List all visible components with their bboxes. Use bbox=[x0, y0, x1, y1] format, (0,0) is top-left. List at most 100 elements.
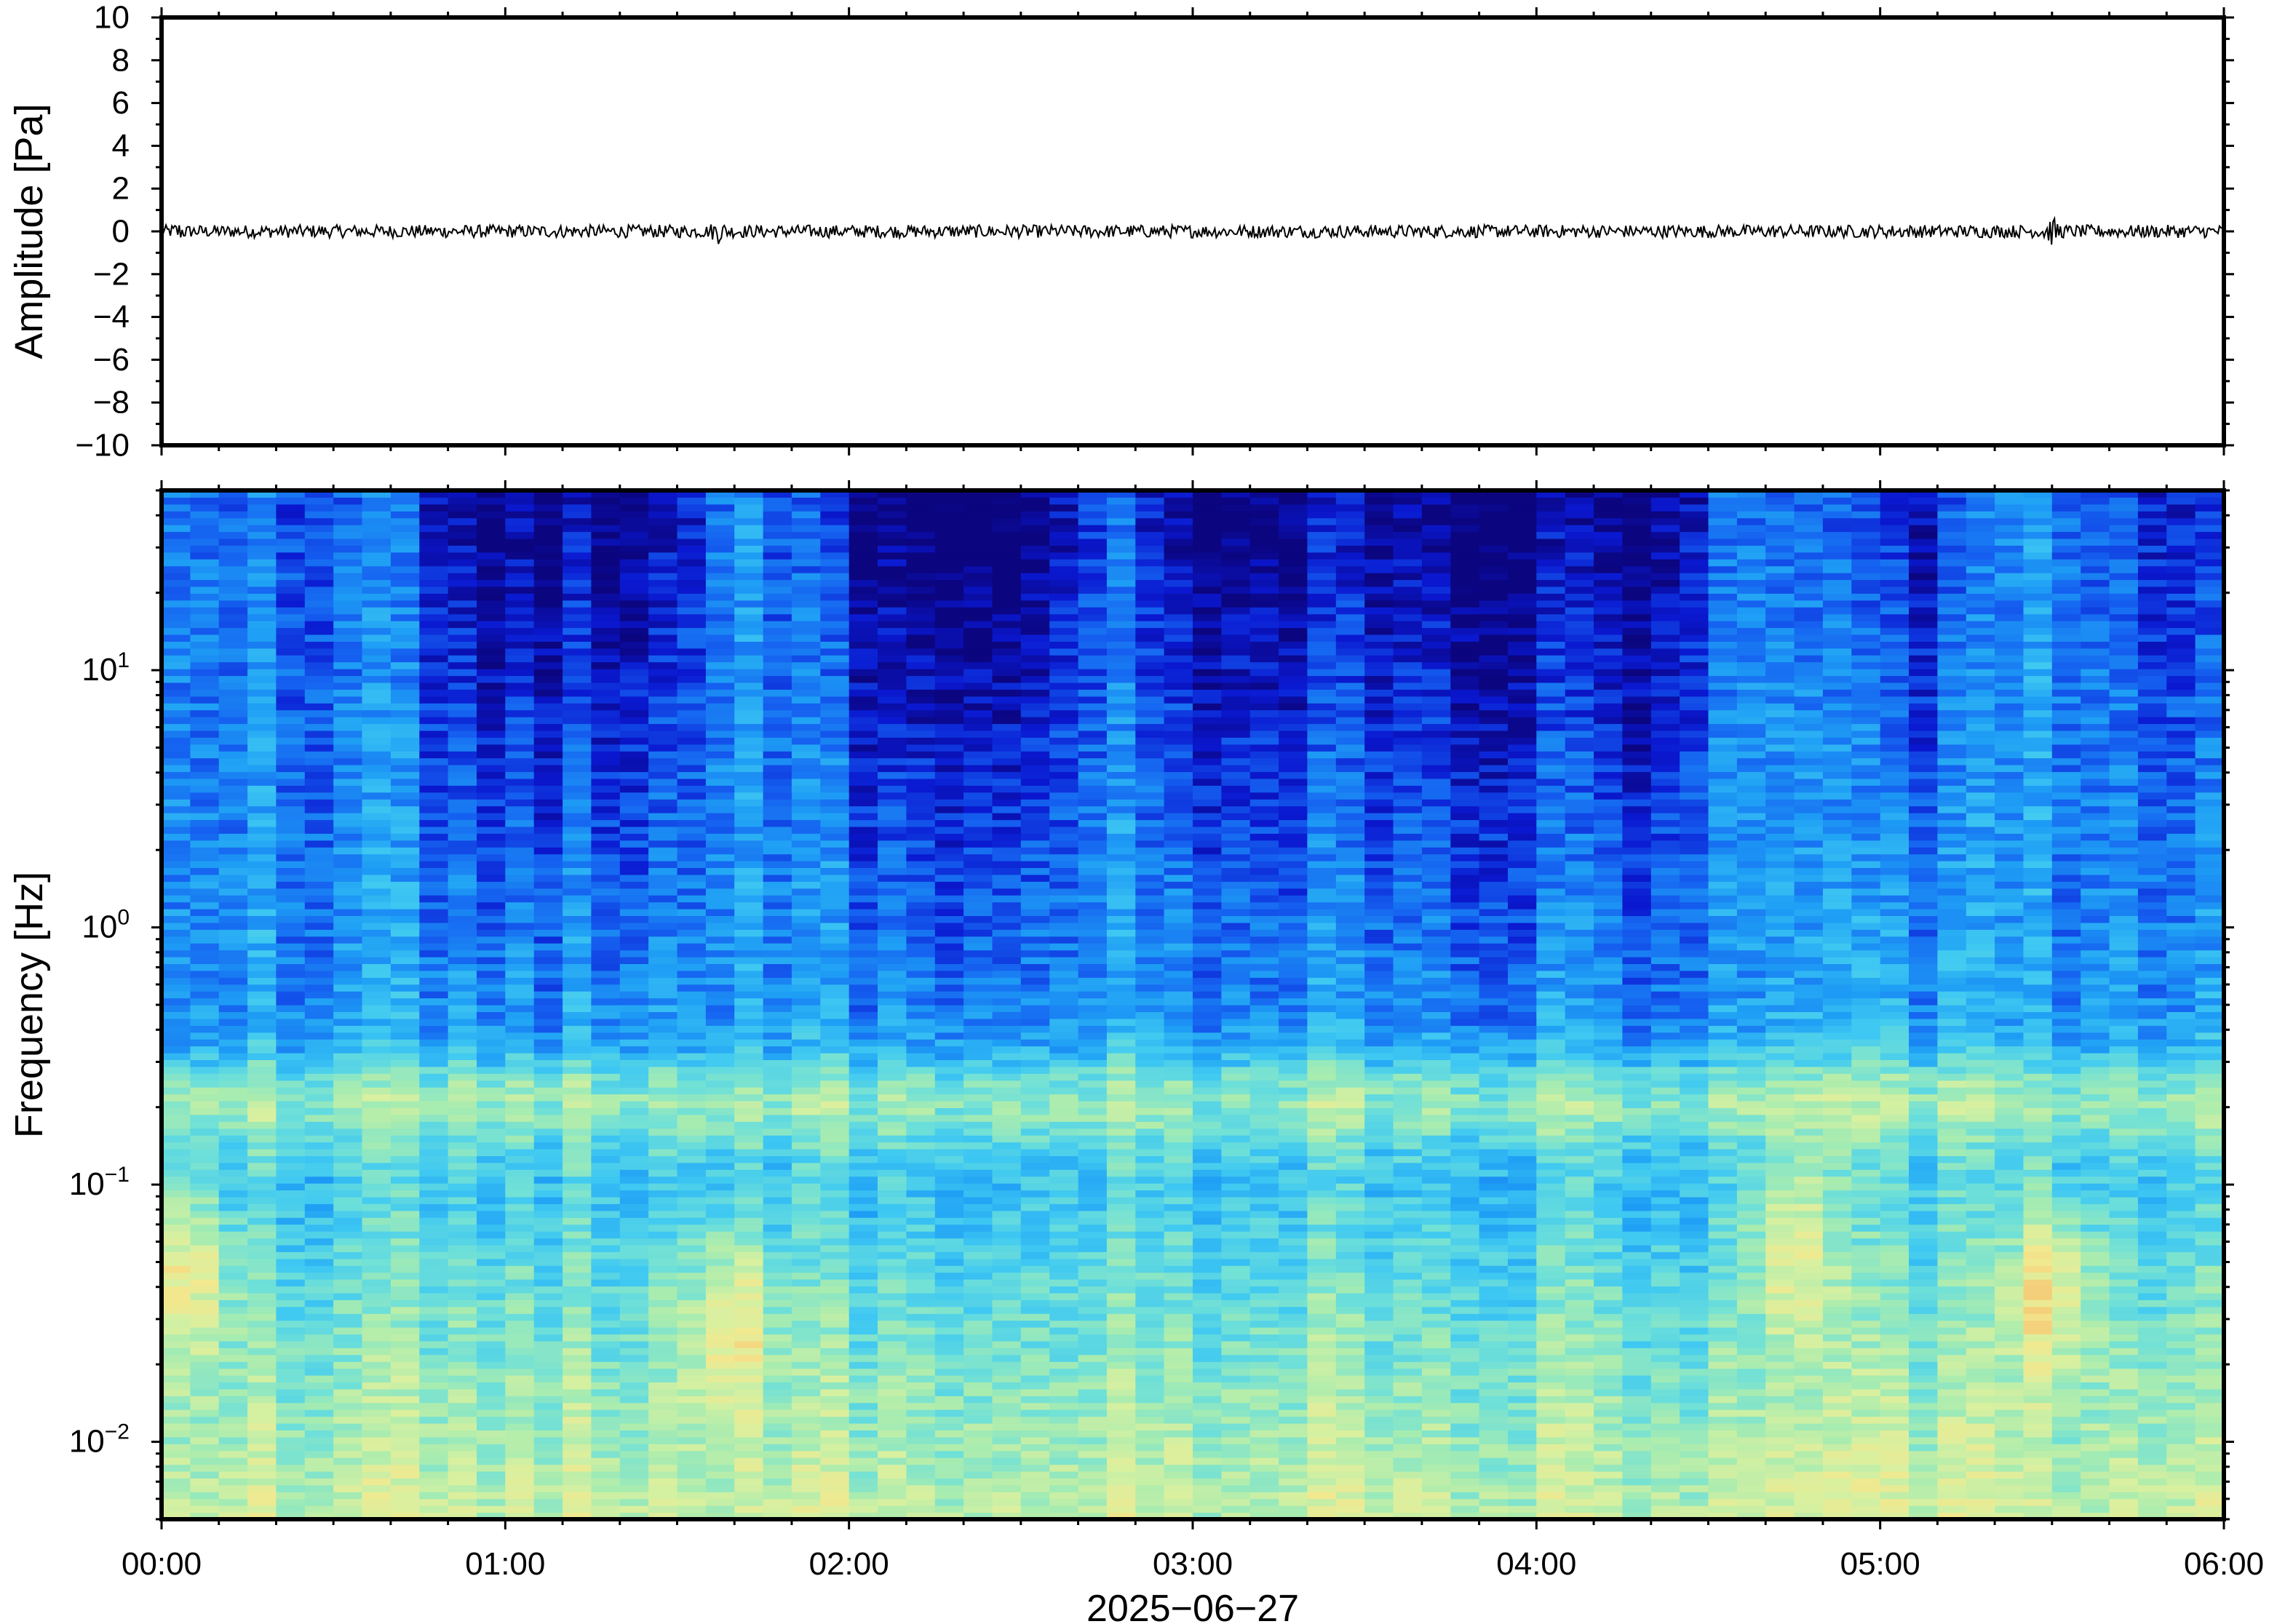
spectrogram-cell bbox=[619, 525, 649, 533]
spectrogram-cell bbox=[390, 593, 420, 601]
spectrogram-cell bbox=[906, 703, 936, 711]
spectrogram-cell bbox=[705, 888, 735, 896]
spectrogram-cell bbox=[820, 895, 850, 903]
spectrogram-cell bbox=[477, 1292, 506, 1300]
spectrogram-cell bbox=[963, 634, 993, 642]
spectrogram-cell bbox=[1049, 1396, 1079, 1404]
spectrogram-cell bbox=[218, 1320, 248, 1328]
spectrogram-cell bbox=[705, 682, 735, 690]
spectrogram-cell bbox=[1020, 929, 1050, 937]
spectrogram-cell bbox=[734, 813, 764, 821]
spectrogram-cell bbox=[563, 1471, 592, 1478]
spectrogram-cell bbox=[419, 552, 449, 560]
spectrogram-cell bbox=[763, 929, 792, 937]
spectrogram-cell bbox=[791, 730, 821, 738]
spectrogram-cell bbox=[934, 1416, 964, 1424]
spectrogram-cell bbox=[878, 1244, 907, 1252]
spectrogram-cell bbox=[247, 1396, 277, 1404]
spectrogram-cell bbox=[934, 565, 964, 573]
spectrogram-cell bbox=[563, 888, 592, 896]
spectrogram-cell bbox=[963, 901, 993, 909]
spectrogram-cell bbox=[705, 586, 735, 594]
spectrogram-cell bbox=[218, 1053, 248, 1060]
spectrogram-cell bbox=[448, 943, 477, 951]
spectrogram-cell bbox=[734, 805, 764, 813]
spectrogram-cell bbox=[505, 655, 535, 663]
spectrogram-cell bbox=[648, 840, 678, 848]
spectrogram-cell bbox=[190, 1368, 220, 1376]
spectrogram-cell bbox=[648, 929, 678, 937]
spectrogram-cell bbox=[963, 1258, 993, 1266]
spectrogram-cell bbox=[963, 1005, 993, 1012]
spectrogram-cell bbox=[934, 607, 964, 615]
spectrogram-cell bbox=[533, 1135, 563, 1143]
spectrogram-cell bbox=[992, 1087, 1022, 1095]
spectrogram-cell bbox=[1020, 682, 1050, 690]
spectrogram-cell bbox=[1049, 1354, 1079, 1362]
spectrogram-cell bbox=[533, 1320, 563, 1328]
spectrogram-cell bbox=[218, 1444, 248, 1452]
spectrogram-cell bbox=[619, 1142, 649, 1150]
spectrogram-cell bbox=[849, 545, 878, 553]
spectrogram-cell bbox=[619, 497, 649, 505]
spectrogram-cell bbox=[763, 1121, 792, 1129]
spectrogram-cell bbox=[1078, 641, 1108, 649]
spectrogram-cell bbox=[820, 799, 850, 807]
spectrogram-cell bbox=[333, 1217, 363, 1225]
spectrogram-cell bbox=[648, 1135, 678, 1143]
spectrogram-cell bbox=[563, 1409, 592, 1417]
spectrogram-cell bbox=[791, 1073, 821, 1081]
spectrogram-cell bbox=[878, 1210, 907, 1218]
spectrogram-cell bbox=[419, 1409, 449, 1417]
spectrogram-cell bbox=[992, 669, 1022, 677]
spectrogram-cell bbox=[247, 1217, 277, 1225]
spectrogram-cell bbox=[190, 1265, 220, 1273]
spectrogram-cell bbox=[992, 1094, 1022, 1102]
spectrogram-cell bbox=[362, 826, 392, 834]
spectrogram-cell bbox=[190, 531, 220, 539]
spectrogram-cell bbox=[619, 641, 649, 649]
spectrogram-cell bbox=[190, 1512, 220, 1519]
spectrogram-cell bbox=[705, 1149, 735, 1156]
spectrogram-cell bbox=[505, 1396, 535, 1404]
spectrogram-cell bbox=[677, 799, 707, 807]
spectrogram-cell bbox=[533, 1286, 563, 1294]
spectrogram-cell bbox=[878, 1238, 907, 1246]
spectrogram-cell bbox=[1078, 1238, 1108, 1246]
spectrogram-cell bbox=[963, 737, 993, 745]
spectrogram-cell bbox=[677, 1340, 707, 1348]
spectrogram-cell bbox=[304, 565, 334, 573]
spectrogram-cell bbox=[419, 915, 449, 923]
spectrogram-cell bbox=[791, 1375, 821, 1382]
spectrogram-cell bbox=[1020, 586, 1050, 594]
spectrogram-cell bbox=[563, 641, 592, 649]
spectrogram-cell bbox=[705, 1183, 735, 1191]
spectrogram-cell bbox=[304, 1286, 334, 1294]
spectrogram-cell bbox=[906, 634, 936, 642]
spectrogram-cell bbox=[1020, 1231, 1050, 1239]
spectrogram-cell bbox=[677, 874, 707, 882]
spectrogram-cell bbox=[591, 909, 621, 916]
spectrogram-cell bbox=[505, 751, 535, 759]
spectrogram-cell bbox=[849, 1231, 878, 1239]
spectrogram-cell bbox=[362, 1340, 392, 1348]
spectrogram-cell bbox=[190, 737, 220, 745]
spectrogram-cell bbox=[648, 1203, 678, 1211]
spectrogram-cell bbox=[705, 1155, 735, 1163]
spectrogram-cell bbox=[162, 648, 191, 656]
spectrogram-cell bbox=[218, 909, 248, 916]
spectrogram-cell bbox=[677, 1416, 707, 1424]
spectrogram-cell bbox=[849, 525, 878, 533]
spectrogram-cell bbox=[705, 675, 735, 683]
spectrogram-cell bbox=[247, 833, 277, 841]
spectrogram-cell bbox=[934, 586, 964, 594]
spectrogram-cell bbox=[563, 648, 592, 656]
spectrogram-cell bbox=[477, 1053, 506, 1060]
spectrogram-cell bbox=[162, 552, 191, 560]
spectrogram-cell bbox=[934, 655, 964, 663]
spectrogram-cell bbox=[648, 909, 678, 916]
spectrogram-cell bbox=[477, 503, 506, 512]
spectrogram-cell bbox=[705, 1492, 735, 1500]
spectrogram-cell bbox=[477, 1444, 506, 1452]
spectrogram-cell bbox=[934, 1101, 964, 1108]
